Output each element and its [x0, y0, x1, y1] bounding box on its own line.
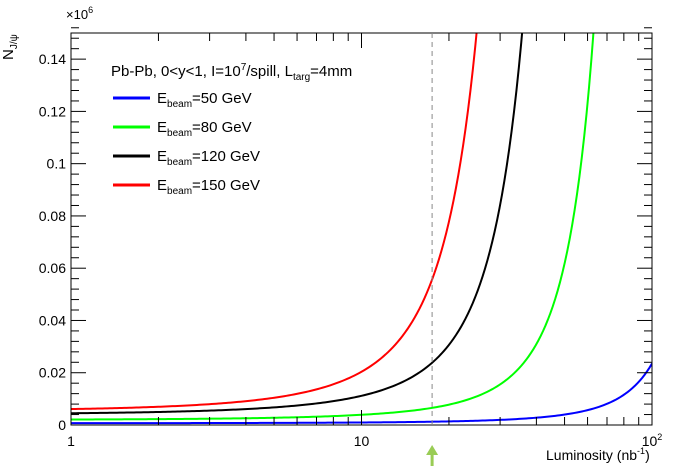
y-tick-label: 0.14: [39, 51, 66, 67]
legend: Pb-Pb, 0<y<1, I=107/spill, Ltarg=4mm Ebea…: [111, 62, 352, 197]
y-tick-label: 0.06: [39, 260, 66, 276]
series-line-3: [71, 33, 524, 415]
x-axis-label: Luminosity (nb-1): [546, 446, 650, 463]
legend-entry-2: Ebeam=80 GeV: [157, 119, 252, 139]
legend-entry-3: Ebeam=120 GeV: [157, 148, 260, 168]
y-tick-label: 0: [58, 417, 66, 433]
axis-layer: 0 0.02 0.04 0.06 0.08 0.1 0.12 0.14 1 10 102: [39, 27, 663, 466]
y-axis-label: NJ/ψ: [0, 34, 20, 60]
y-tick-label: 0.04: [39, 312, 66, 328]
legend-entry-1: Ebeam=50 GeV: [157, 90, 252, 110]
legend-header: Pb-Pb, 0<y<1, I=107/spill, Ltarg=4mm: [111, 62, 352, 83]
x-tick-label: 102: [642, 432, 663, 449]
marker-arrow-icon: [426, 445, 439, 455]
y-tick-label: 0.12: [39, 103, 66, 119]
marker-arrow-shaft: [430, 452, 434, 466]
y-axis-multiplier: ×106: [66, 5, 93, 22]
x-tick-label: 10: [354, 433, 370, 449]
y-tick-label: 0.1: [47, 156, 67, 172]
y-tick-label: 0.02: [39, 365, 66, 381]
legend-entry-4: Ebeam=150 GeV: [157, 177, 260, 197]
y-tick-label: 0.08: [39, 208, 66, 224]
x-tick-label: 1: [67, 433, 75, 449]
series-line-4: [71, 33, 478, 411]
